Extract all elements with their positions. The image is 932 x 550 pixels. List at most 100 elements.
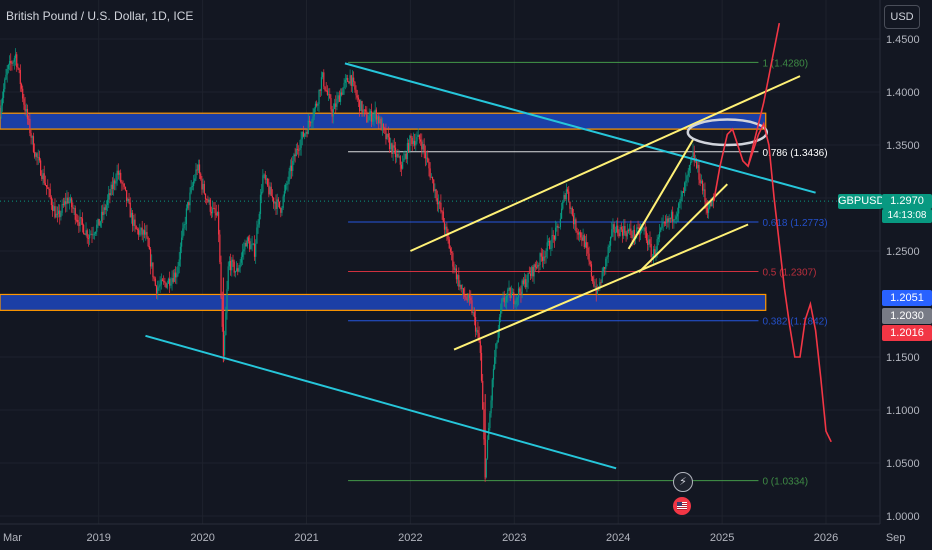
- candle-body: [295, 148, 297, 157]
- candle-body: [176, 274, 178, 278]
- candle-body: [67, 197, 69, 203]
- highlight-ellipse[interactable]: [686, 118, 769, 147]
- candle-body: [411, 137, 413, 145]
- candle-body: [230, 261, 232, 271]
- trendline[interactable]: [409, 75, 801, 252]
- candle-body: [466, 299, 468, 301]
- candle-body: [459, 284, 461, 287]
- candle-body: [396, 154, 398, 158]
- candle-body: [287, 181, 289, 185]
- fibonacci-retracement[interactable]: 1 (1.4280) 0.786 (1.3436) 0.618 (1.2773) 0.…: [348, 58, 828, 488]
- candle-body: [188, 202, 190, 206]
- candle-body: [288, 171, 290, 182]
- candle-body: [489, 413, 491, 429]
- candle-body: [486, 439, 489, 459]
- candle-body: [568, 191, 570, 202]
- candle-body: [102, 211, 104, 215]
- candle-body: [342, 87, 344, 95]
- candle-body: [360, 101, 362, 112]
- candle-body: [126, 190, 128, 202]
- projection-path-bearish[interactable]: [713, 121, 832, 443]
- candle-body: [121, 181, 123, 184]
- candle-body: [366, 111, 368, 123]
- candle-body: [293, 154, 295, 161]
- candle-body: [410, 135, 412, 138]
- candle-body: [84, 233, 86, 235]
- candle-body: [250, 244, 252, 250]
- candle-body: [430, 177, 432, 178]
- candle-body: [93, 233, 95, 235]
- candle-body: [239, 262, 241, 268]
- candle-body: [177, 265, 179, 275]
- candle-body: [453, 266, 455, 270]
- candle-body: [37, 157, 39, 158]
- trendline[interactable]: [453, 223, 749, 351]
- candle-body: [32, 136, 35, 152]
- candle-body: [256, 227, 258, 244]
- currency-unit-button[interactable]: USD: [884, 5, 920, 29]
- candle-body: [17, 67, 19, 69]
- candle-body: [79, 217, 81, 227]
- candle-body: [678, 203, 680, 214]
- candle-body: [647, 240, 649, 245]
- candle-body: [351, 77, 354, 87]
- candle-body: [325, 90, 327, 92]
- candle-body: [316, 103, 318, 106]
- trendline[interactable]: [638, 183, 729, 273]
- candle-body: [338, 95, 340, 102]
- lightning-event-icon[interactable]: ⚡: [673, 472, 693, 492]
- candle-body: [368, 116, 370, 121]
- candle-body: [406, 142, 409, 160]
- candle-body: [87, 238, 90, 239]
- candle-body: [128, 198, 130, 203]
- projection-path-bullish[interactable]: [747, 22, 781, 167]
- candle-body: [257, 224, 259, 228]
- price-axis[interactable]: 1.45001.40001.35001.30001.25001.15001.10…: [879, 0, 932, 550]
- candle-body: [685, 180, 687, 183]
- candle-body: [66, 197, 68, 205]
- candle-body: [669, 218, 671, 219]
- candle-body: [108, 193, 110, 200]
- candle-body: [267, 178, 269, 186]
- candle-body: [270, 186, 272, 197]
- candle-body: [528, 272, 530, 274]
- candle-body: [300, 138, 302, 148]
- candle-body: [167, 278, 170, 284]
- candle-body: [89, 234, 91, 239]
- candle-body: [173, 272, 176, 282]
- candle-body: [103, 207, 105, 215]
- trendlines[interactable]: [145, 62, 816, 470]
- time-tick-label: 2023: [502, 532, 526, 544]
- candle-body: [449, 248, 452, 252]
- candle-body: [467, 294, 469, 301]
- trendline[interactable]: [145, 334, 617, 470]
- price-tick-label: 1.3500: [886, 140, 920, 152]
- candle-body: [213, 207, 215, 209]
- candle-body: [320, 77, 323, 91]
- candle-body: [275, 202, 277, 209]
- trendline[interactable]: [627, 139, 694, 250]
- time-axis[interactable]: Mar 2019 2020 2021 2022 2023 2024 2025 2026 Sep: [0, 523, 932, 550]
- candle-body: [596, 287, 599, 294]
- candle-body: [234, 271, 236, 273]
- trendline[interactable]: [344, 62, 816, 194]
- candle-body: [231, 259, 233, 271]
- zone-1[interactable]: [0, 293, 767, 311]
- us-flag-event-icon[interactable]: [673, 497, 691, 515]
- candle-body: [442, 211, 444, 223]
- candle-body: [684, 182, 686, 193]
- candle-body: [62, 204, 64, 206]
- fib-level-label: 0 (1.0334): [762, 477, 808, 488]
- candle-body: [623, 226, 625, 236]
- candle-body: [36, 153, 38, 158]
- candle-body: [356, 95, 358, 98]
- candle-body: [701, 180, 704, 191]
- candle-body: [578, 232, 581, 235]
- candle-body: [707, 208, 710, 213]
- candle-body: [92, 234, 94, 236]
- candle-body: [697, 164, 699, 168]
- price-projection[interactable]: [713, 22, 832, 443]
- candle-body: [290, 165, 293, 171]
- candle-body: [581, 237, 583, 241]
